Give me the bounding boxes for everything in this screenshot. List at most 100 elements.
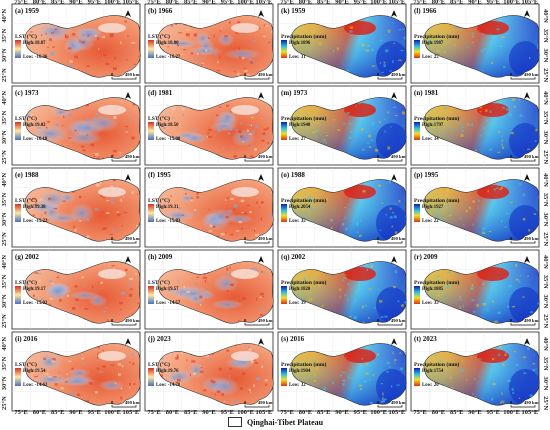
top-longitude-tick: 90°E: [468, 0, 481, 6]
top-longitude-tick: 90°E: [69, 0, 82, 6]
legend-low: Low: -15.22: [23, 219, 48, 224]
scale-zero: 0: [510, 154, 513, 159]
scale-bar: [510, 77, 536, 80]
precip-panel-9: (s) 2016 Precipitation (mm)High:1904 Low: …: [277, 331, 407, 412]
plateau-outline: [157, 261, 274, 324]
legend-colorbar: [15, 122, 21, 140]
scale-label: 490 km: [391, 72, 406, 77]
scale-zero: 0: [111, 236, 114, 241]
latitude-tick-right: 35°N: [542, 111, 549, 125]
scale-zero: 0: [244, 236, 247, 241]
latitude-tick: 25°N: [1, 232, 8, 246]
bottom-longitude-tick: 85°E: [51, 409, 64, 416]
bottom-longitude-tick: 95°E: [88, 409, 101, 416]
bottom-longitude-tick: 75°E: [280, 409, 293, 416]
lst-panel-1: (a) 1959 LST (°C)High:18.87 Low: -16.36 0 49…: [11, 3, 141, 84]
panel-title: (m) 1973: [281, 89, 308, 97]
latitude-tick-right: 35°N: [542, 193, 549, 207]
plateau-outline: [423, 343, 540, 406]
legend-colorbar: [148, 286, 154, 304]
legend-colorbar: [15, 286, 21, 304]
bottom-longitude-tick: 105°E: [256, 409, 273, 416]
scale-bar: [244, 159, 270, 162]
north-arrow-icon: [125, 92, 131, 99]
north-arrow-icon: [258, 10, 264, 17]
top-longitude-tick: 100°E: [237, 0, 254, 6]
latitude-tick-right: 25°N: [542, 232, 549, 246]
scale-label: 490 km: [125, 236, 140, 241]
scale-label: 490 km: [524, 318, 539, 323]
legend-high: High:1987: [422, 41, 444, 46]
legend-title: Precipitation (mm): [281, 115, 327, 122]
latitude-tick-right: 30°N: [542, 130, 549, 144]
latitude-tick-right: 30°N: [542, 294, 549, 308]
scale-zero: 0: [244, 154, 247, 159]
plateau-outline: [157, 343, 274, 406]
bottom-longitude-tick: 95°E: [221, 409, 234, 416]
legend-title: LST (°C): [148, 197, 170, 204]
scale-bar: [111, 323, 137, 326]
latitude-tick-right: 40°N: [542, 255, 549, 269]
scale-bar: [510, 241, 536, 244]
north-arrow-icon: [524, 338, 530, 345]
scale-label: 490 km: [524, 400, 539, 405]
legend-title: LST (°C): [148, 33, 170, 40]
top-longitude-tick: 90°E: [202, 0, 215, 6]
legend-low: Low: -14.62: [23, 383, 48, 388]
legend-colorbar: [15, 204, 21, 222]
plateau-outline: [290, 15, 407, 78]
legend-low: Low: -15.83: [156, 219, 181, 224]
north-arrow-icon: [524, 92, 530, 99]
legend-title: Precipitation (mm): [281, 197, 327, 204]
latitude-tick: 35°N: [1, 356, 8, 370]
panel-title: (g) 2002: [15, 253, 39, 261]
legend-colorbar: [414, 368, 420, 386]
top-longitude-tick: 75°E: [147, 0, 160, 6]
north-arrow-icon: [125, 338, 131, 345]
scale-bar: [111, 241, 137, 244]
legend-low: Low: -15.90: [156, 137, 181, 142]
bottom-longitude-tick: 85°E: [184, 409, 197, 416]
latitude-tick-right: 40°N: [542, 337, 549, 351]
legend-high: High:19.31: [156, 205, 179, 210]
latitude-tick: 35°N: [1, 192, 8, 206]
scale-zero: 0: [510, 236, 513, 241]
legend-low: Low: 20: [422, 383, 439, 388]
scale-bar: [244, 323, 270, 326]
plateau-outline: [24, 261, 141, 324]
panel-title: (k) 1959: [281, 7, 306, 15]
scale-bar: [244, 241, 270, 244]
legend-low: Low: -15.02: [23, 301, 48, 306]
scale-label: 490 km: [258, 236, 273, 241]
panel-title: (c) 1973: [15, 89, 39, 97]
latitude-tick: 25°N: [1, 314, 8, 328]
precip-panel-4: (n) 1981 Precipitation (mm)High:1797 Low: …: [410, 85, 540, 166]
north-arrow-icon: [258, 92, 264, 99]
top-longitude-tick: 85°E: [450, 0, 463, 6]
legend-title: LST (°C): [148, 361, 170, 368]
scale-zero: 0: [111, 72, 114, 77]
top-longitude-tick: 80°E: [432, 0, 445, 6]
precip-panel-2: (l) 1966 Precipitation (mm)High:1987 Low: …: [410, 3, 540, 84]
bottom-longitude-tick: 85°E: [450, 409, 463, 416]
precip-panel-7: (q) 2002 Precipitation (mm)High:1820 Low: …: [277, 249, 407, 330]
plateau-outline: [290, 179, 407, 242]
legend-high: High:1896: [289, 41, 311, 46]
bottom-longitude-tick: 100°E: [503, 409, 520, 416]
lst-panel-9: (i) 2016 LST (°C)High:19.54 Low: -14.62 0 49…: [11, 331, 141, 412]
panel-title: (b) 1966: [148, 7, 173, 15]
latitude-tick-right: 40°N: [542, 9, 549, 23]
plateau-outline: [24, 343, 141, 406]
plateau-map: [24, 179, 141, 242]
scale-label: 490 km: [258, 318, 273, 323]
precip-panel-8: (r) 2009 Precipitation (mm)High:1885 Low: …: [410, 249, 540, 330]
scale-zero: 0: [377, 400, 380, 405]
scale-label: 490 km: [391, 236, 406, 241]
top-longitude-tick: 90°E: [335, 0, 348, 6]
bottom-longitude-tick: 80°E: [33, 409, 46, 416]
latitude-tick-right: 35°N: [542, 29, 549, 43]
bottom-longitude-tick: 75°E: [14, 409, 27, 416]
plateau-outline: [157, 179, 274, 242]
plateau-outline: [157, 97, 274, 160]
